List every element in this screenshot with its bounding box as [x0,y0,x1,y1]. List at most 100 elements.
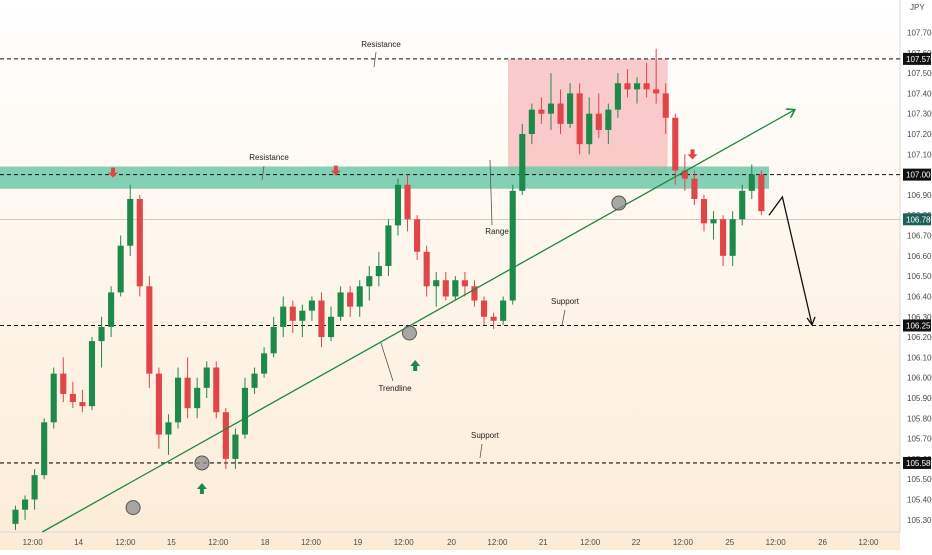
x-tick-label: 12:00 [858,538,879,547]
y-tick-label: 105.500 [907,475,932,484]
callout-pointer [380,342,394,382]
x-tick-label: 12:00 [115,538,136,547]
candle-body [672,117,679,171]
candle-body [79,402,86,407]
callout-pointer [479,443,483,459]
resistance-top-label: Resistance [361,40,401,49]
candle-body [729,219,736,256]
candle-body [327,316,335,338]
candle-body [203,367,210,388]
candle-body [633,83,641,90]
candle-body [624,83,631,90]
current-price-tag [903,213,931,226]
touch-circle [194,455,210,471]
support-low-label: Support [471,431,500,440]
candle-body [299,310,306,321]
x-tick-label: 22 [632,538,641,547]
y-tick-label: 106.200 [907,333,932,342]
candle-body [681,170,688,179]
y-tick-label: 107.100 [907,150,932,159]
candle-body [222,412,229,459]
x-tick-label: 20 [447,538,456,547]
y-tick-label: 106.900 [907,191,932,200]
touch-circle [401,325,417,341]
x-tick-label: 14 [74,538,83,547]
up-arrow-icon [196,483,207,494]
candle-body [480,300,488,317]
candle-body [213,367,220,413]
candle-body [720,219,727,256]
touch-circle [125,500,141,516]
y-tick-label: 105.900 [907,394,932,403]
candle-body [653,89,660,94]
candle-body [414,219,421,252]
x-tick-label: 12:00 [301,538,322,547]
candle-body [356,286,363,307]
down-arrow-icon [330,165,341,176]
y-tick-label: 106.100 [907,353,932,362]
candle-body [710,219,717,224]
level-price-tag [903,168,931,181]
candle-body [748,174,755,191]
down-arrow-icon [687,149,698,160]
candle-body [433,280,440,287]
y-tick-label: 105.300 [907,516,932,525]
candle-body [366,276,373,287]
up-arrow-icon [410,360,421,371]
candle-body [98,326,105,342]
candle-body [261,353,268,374]
resistance-mid-label: Resistance [249,153,289,162]
y-tick-label: 107.300 [907,110,932,119]
candle-body [12,509,19,524]
candle-body [691,178,698,199]
level-price-tag-label: 105.580 [906,459,932,468]
resistance-zone [0,166,769,189]
candle-body [509,190,516,301]
candle-body [519,134,526,191]
trendline [41,110,795,533]
candle-body [567,93,574,124]
candle-body [184,377,191,409]
candle-body [586,113,593,145]
callout-pointer [261,165,265,181]
touch-circle [611,195,627,211]
y-tick-label: 106.400 [907,292,932,301]
candle-body [347,292,354,307]
candle-body [232,434,239,459]
candle-body [41,422,48,476]
candle-body [500,300,507,321]
x-tick-label: 12:00 [208,538,229,547]
candle-body [60,373,67,394]
y-tick-label: 105.800 [907,414,932,423]
x-tick-label: 19 [353,538,362,547]
candle-body [595,113,602,130]
range-label: Range [485,227,509,236]
candle-body [155,373,162,435]
candle-body [758,174,765,212]
candle-body [289,306,296,321]
x-tick-label: 18 [261,538,270,547]
candle-body [452,280,459,297]
candle-body [69,393,76,403]
candle-body [194,387,201,409]
candle-body [385,225,392,266]
candle-body [614,83,621,110]
candle-body [700,198,708,224]
candle-body [108,292,115,327]
x-tick-label: 12:00 [673,538,694,547]
x-tick-label: 12:00 [766,538,787,547]
candle-body [442,280,449,297]
current-price-tag-label: 106.780 [906,215,932,224]
y-tick-label: 107.200 [907,130,932,139]
candle-body [117,245,124,293]
candle-body [241,387,249,435]
y-tick-label: 107.500 [907,69,932,78]
candle-body [88,341,96,407]
candle-body [270,326,277,354]
x-tick-label: 12:00 [23,538,44,547]
candle-body [127,198,134,246]
y-tick-label: 106.700 [907,232,932,241]
